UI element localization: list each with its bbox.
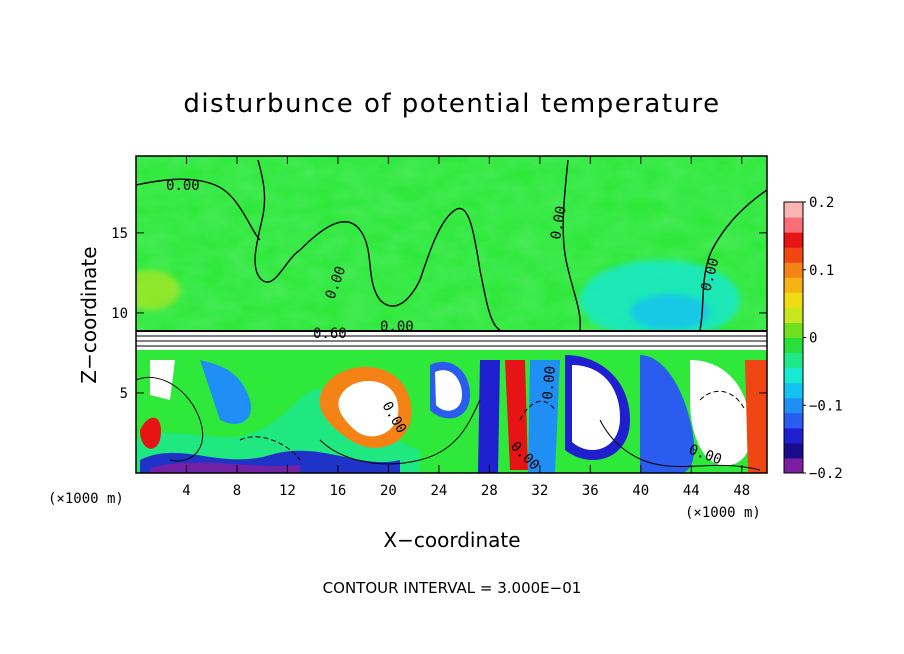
contour-label: 0.00 [548, 205, 570, 241]
y-tick-label: 5 [120, 386, 128, 402]
colorbar-ticks: 0.2 0.1 0 −0.1 −0.2 [803, 195, 843, 482]
contour-label: 0.00 [540, 365, 559, 400]
colorbar-swatch [784, 412, 803, 429]
colorbar-swatch [784, 352, 803, 369]
colorbar-tick-label: −0.1 [809, 398, 843, 414]
x-tick-label: 40 [632, 483, 649, 499]
y-tick-label: 15 [111, 226, 128, 242]
colorbar-swatch [784, 232, 803, 248]
contour-interval-note: CONTOUR INTERVAL = 3.000E−01 [323, 579, 582, 597]
contour-label: 0.00 [380, 319, 414, 335]
x-tick-label: 48 [733, 483, 750, 499]
colorbar-swatch [784, 442, 803, 459]
x-tick-label: 4 [182, 483, 190, 499]
x-unit-right: (×1000 m) [685, 505, 761, 521]
x-tick-label: 28 [481, 483, 498, 499]
y-axis-label: Z−coordinate [77, 246, 101, 383]
colorbar-swatch [784, 322, 803, 338]
contour-lines [136, 159, 767, 331]
colorbar-swatch [784, 277, 803, 293]
x-tick-label: 8 [233, 483, 241, 499]
colorbar-swatch [784, 247, 803, 263]
eddies [136, 355, 767, 473]
colorbar-swatch [784, 382, 803, 399]
colorbar-swatch [784, 457, 803, 474]
plot-field: 0.00 0.00 0.00 0.00 0.00 0.60 0.00 0.00 … [136, 156, 767, 473]
y-ticks: 5 10 15 [111, 226, 767, 402]
colorbar-tick-label: 0 [809, 331, 817, 347]
colorbar-tick-label: 0.2 [809, 195, 834, 211]
colorbar [784, 202, 803, 474]
dashed-contours [239, 390, 746, 461]
colorbar-swatch [784, 262, 803, 278]
x-tick-label: 44 [683, 483, 700, 499]
x-tick-label: 32 [531, 483, 548, 499]
colorbar-swatch [784, 427, 803, 444]
colorbar-swatch [784, 307, 803, 323]
x-tick-label: 24 [430, 483, 447, 499]
contour-label: 0.60 [313, 326, 347, 342]
chart-title: disturbunce of potential temperature [183, 89, 720, 119]
x-tick-label: 20 [380, 483, 397, 499]
contour-label: 0.00 [166, 178, 200, 194]
lower-contours [136, 376, 761, 471]
colorbar-swatch [784, 337, 803, 354]
colorbar-swatch [784, 202, 803, 218]
y-tick-label: 10 [111, 306, 128, 322]
x-tick-label: 12 [279, 483, 296, 499]
yellow-patch [136, 270, 180, 310]
colorbar-swatch [784, 397, 803, 414]
x-tick-label: 36 [582, 483, 599, 499]
colorbar-tick-label: −0.2 [809, 466, 843, 482]
x-unit-left: (×1000 m) [48, 491, 124, 507]
colorbar-swatch [784, 367, 803, 384]
colorbar-swatch [784, 292, 803, 308]
colorbar-tick-label: 0.1 [809, 263, 834, 279]
colorbar-swatch [784, 217, 803, 233]
x-axis-label: X−coordinate [383, 528, 520, 552]
x-tick-label: 16 [329, 483, 346, 499]
plot-frame [135, 155, 768, 474]
cyan-core [630, 294, 710, 330]
x-ticks: 4 8 12 16 20 24 28 32 36 40 44 48 [182, 156, 750, 499]
